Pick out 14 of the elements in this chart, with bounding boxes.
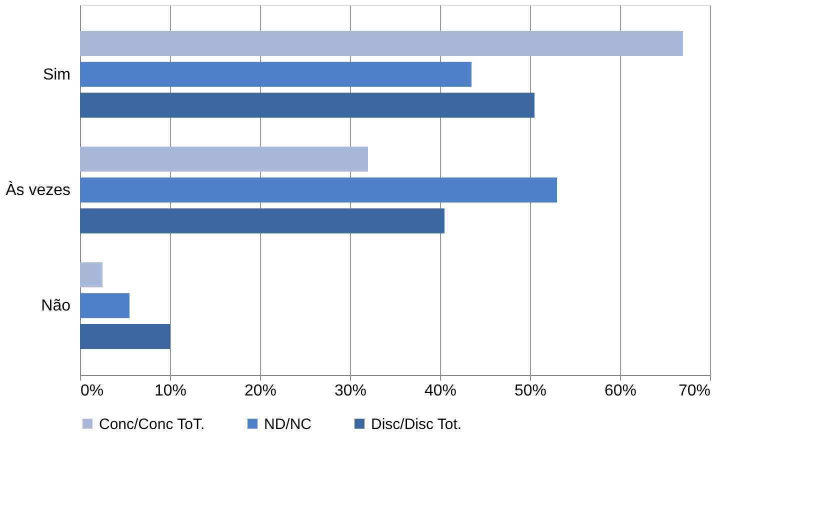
x-tick-label: 50% (514, 382, 547, 400)
legend-label: Conc/Conc ToT. (99, 416, 205, 433)
x-tick-label: 60% (604, 382, 637, 400)
x-tick-label: 0% (80, 382, 104, 400)
x-tick-label: 70% (678, 382, 710, 400)
y-tick-label: Às vezes (6, 181, 70, 199)
x-tick-label: 30% (334, 382, 367, 400)
x-tick-label: 40% (424, 382, 457, 400)
x-tick-label: 20% (244, 382, 277, 400)
legend-label: Disc/Disc Tot. (371, 416, 462, 433)
y-tick-label: Não (41, 298, 71, 315)
x-tick-label: 10% (154, 382, 187, 400)
y-tick-label: Sim (42, 66, 70, 84)
legend-label: ND/NC (264, 416, 312, 433)
